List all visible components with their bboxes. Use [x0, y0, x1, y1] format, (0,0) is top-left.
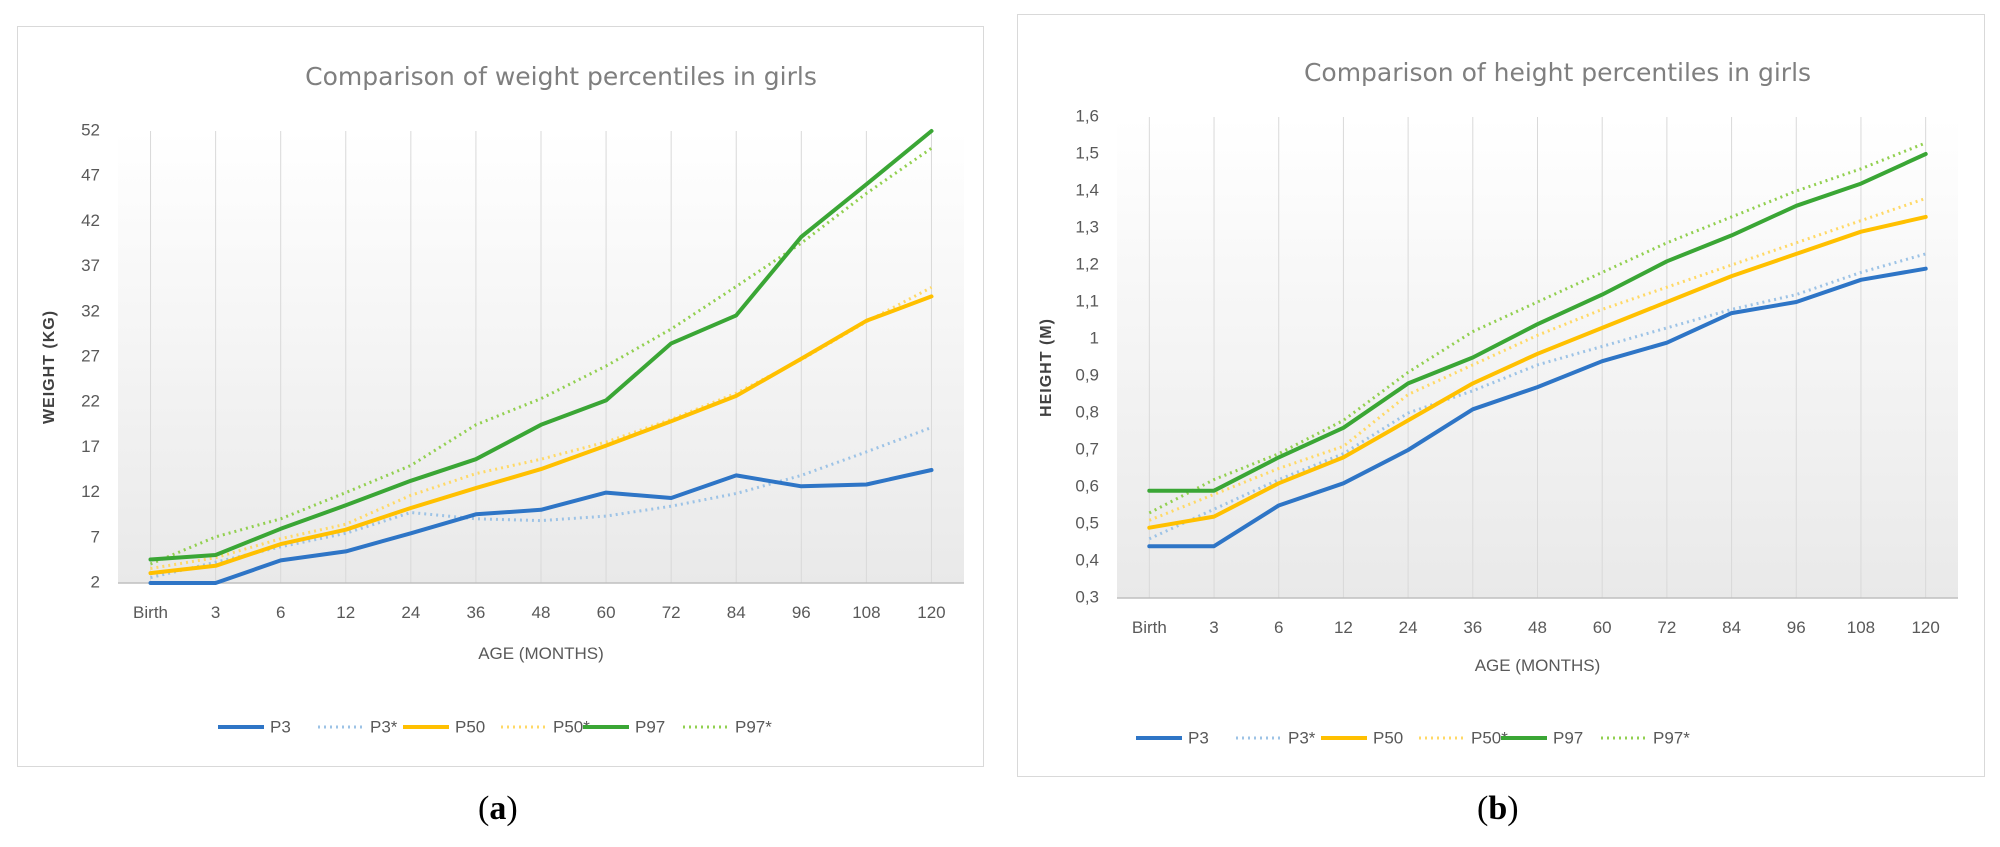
x-tick-label: 36	[466, 603, 485, 622]
x-tick-label: 108	[1847, 618, 1875, 637]
legend-label-p3-star: P3*	[1288, 728, 1316, 747]
series-line-p97	[1147, 152, 1928, 493]
legend-label-p3: P3	[1188, 728, 1209, 747]
y-tick-label: 1,1	[1075, 291, 1099, 310]
caption-a-open: (	[478, 790, 490, 827]
x-tick-label: 24	[401, 603, 420, 622]
series-line-p50	[1147, 214, 1928, 530]
legend-label-p3-star: P3*	[370, 717, 398, 736]
x-tick-label: 84	[727, 603, 746, 622]
x-tick-label: 6	[276, 603, 285, 622]
series-line-p3-star	[1148, 252, 1927, 541]
x-tick-label: 24	[1399, 618, 1418, 637]
caption-b-open: (	[1477, 790, 1489, 827]
weight-chart-panel: Comparison of weight percentiles in girl…	[17, 26, 984, 767]
x-tick-label: 60	[1593, 618, 1612, 637]
series-line-p3-star	[150, 426, 933, 580]
x-tick-label: 72	[1657, 618, 1676, 637]
y-tick-label: 7	[91, 527, 100, 546]
legend-label-p50-star: P50*	[553, 717, 590, 736]
x-tick-label: Birth	[133, 603, 168, 622]
legend-label-p50-star: P50*	[1471, 728, 1508, 747]
caption-a: (a)	[478, 790, 518, 828]
y-tick-label: 1,5	[1075, 143, 1099, 162]
y-tick-label: 0,6	[1075, 476, 1099, 495]
series-line-p50-star	[1148, 196, 1927, 522]
y-tick-label: 2	[91, 572, 100, 591]
legend-label-p50: P50	[455, 717, 485, 736]
x-tick-label: 48	[1528, 618, 1547, 637]
legend-label-p97: P97	[635, 717, 665, 736]
y-tick-label: 1	[1090, 328, 1099, 347]
x-axis-title: AGE (MONTHS)	[1475, 656, 1601, 675]
caption-a-letter: a	[489, 790, 507, 827]
x-tick-label: 12	[1334, 618, 1353, 637]
x-tick-label: Birth	[1132, 618, 1167, 637]
y-tick-label: 27	[81, 346, 100, 365]
y-tick-label: 0,8	[1075, 402, 1099, 421]
y-tick-label: 1,3	[1075, 217, 1099, 236]
legend-label-p97-star: P97*	[1653, 728, 1690, 747]
legend-label-p97: P97	[1553, 728, 1583, 747]
series-line-p3	[1147, 266, 1928, 549]
weight-percentile-chart: Comparison of weight percentiles in girl…	[41, 62, 964, 736]
legend-label-p3: P3	[270, 717, 291, 736]
x-tick-label: 120	[1911, 618, 1939, 637]
y-tick-label: 17	[81, 437, 100, 456]
caption-b-letter: b	[1488, 790, 1508, 827]
chart-title: Comparison of height percentiles in girl…	[1304, 58, 1811, 87]
x-tick-label: 3	[1209, 618, 1218, 637]
x-tick-label: 60	[597, 603, 616, 622]
y-axis-title: HEIGHT (M)	[1038, 318, 1055, 417]
caption-b-close: )	[1507, 790, 1519, 827]
x-tick-label: 96	[792, 603, 811, 622]
y-tick-label: 0,4	[1075, 550, 1099, 569]
y-tick-label: 32	[81, 301, 100, 320]
legend-label-p97-star: P97*	[735, 717, 772, 736]
x-tick-label: 12	[336, 603, 355, 622]
chart-title: Comparison of weight percentiles in girl…	[305, 62, 817, 91]
x-axis-title: AGE (MONTHS)	[478, 644, 604, 663]
y-tick-label: 12	[81, 482, 100, 501]
series-line-p97	[148, 129, 934, 562]
y-tick-label: 42	[81, 211, 100, 230]
x-tick-label: 72	[662, 603, 681, 622]
x-tick-label: 84	[1722, 618, 1741, 637]
y-tick-label: 1,6	[1075, 106, 1099, 125]
series-line-p50	[148, 294, 934, 576]
y-tick-label: 0,7	[1075, 439, 1099, 458]
y-tick-label: 52	[81, 120, 100, 139]
y-tick-label: 1,2	[1075, 254, 1099, 273]
height-percentile-chart: Comparison of height percentiles in girl…	[1038, 58, 1958, 747]
x-tick-label: 6	[1274, 618, 1283, 637]
y-tick-label: 22	[81, 392, 100, 411]
series-line-p3	[148, 468, 934, 585]
y-tick-label: 0,3	[1075, 587, 1099, 606]
y-tick-label: 1,4	[1075, 180, 1099, 199]
x-tick-label: 108	[852, 603, 880, 622]
x-tick-label: 120	[917, 603, 945, 622]
height-chart-panel: Comparison of height percentiles in girl…	[1017, 14, 1985, 777]
y-tick-label: 0,9	[1075, 365, 1099, 384]
y-axis-title: WEIGHT (KG)	[41, 310, 58, 424]
y-tick-label: 47	[81, 166, 100, 185]
legend-label-p50: P50	[1373, 728, 1403, 747]
series-line-p50-star	[150, 286, 933, 570]
x-tick-label: 48	[532, 603, 551, 622]
caption-b: (b)	[1477, 790, 1519, 828]
y-tick-label: 37	[81, 256, 100, 275]
series-line-p97-star	[149, 146, 933, 566]
y-tick-label: 0,5	[1075, 513, 1099, 532]
caption-a-close: )	[506, 790, 518, 827]
x-tick-label: 3	[211, 603, 220, 622]
x-tick-label: 96	[1787, 618, 1806, 637]
x-tick-label: 36	[1463, 618, 1482, 637]
